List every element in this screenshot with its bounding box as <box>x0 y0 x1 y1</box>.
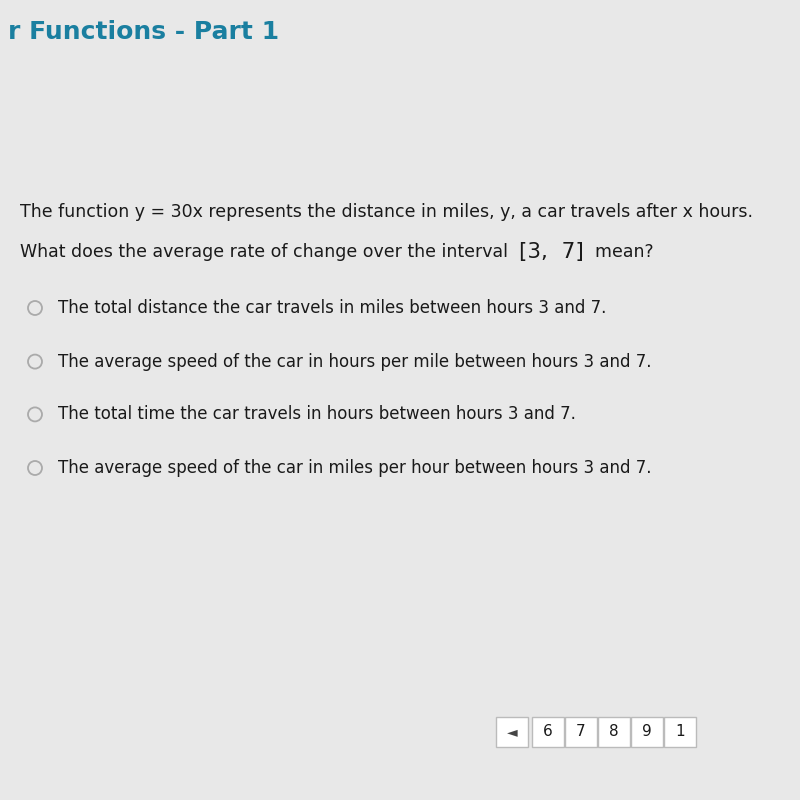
Text: ◄: ◄ <box>506 725 518 739</box>
Text: 7: 7 <box>576 725 586 739</box>
Text: 8: 8 <box>609 725 619 739</box>
FancyBboxPatch shape <box>565 717 597 747</box>
FancyBboxPatch shape <box>532 717 564 747</box>
Text: The total time the car travels in hours between hours 3 and 7.: The total time the car travels in hours … <box>58 406 576 423</box>
Text: The average speed of the car in hours per mile between hours 3 and 7.: The average speed of the car in hours pe… <box>58 353 651 370</box>
Text: What does the average rate of change over the interval: What does the average rate of change ove… <box>20 243 519 261</box>
Text: 9: 9 <box>642 725 652 739</box>
Text: r Functions - Part 1: r Functions - Part 1 <box>8 20 279 44</box>
Text: mean?: mean? <box>584 243 654 261</box>
Text: [3,  7]: [3, 7] <box>519 242 584 262</box>
Text: The total distance the car travels in miles between hours 3 and 7.: The total distance the car travels in mi… <box>58 299 606 317</box>
Text: The function y = 30x represents the distance in miles, y, a car travels after x : The function y = 30x represents the dist… <box>20 203 753 221</box>
FancyBboxPatch shape <box>631 717 663 747</box>
FancyBboxPatch shape <box>664 717 696 747</box>
FancyBboxPatch shape <box>598 717 630 747</box>
Text: The average speed of the car in miles per hour between hours 3 and 7.: The average speed of the car in miles pe… <box>58 459 651 477</box>
FancyBboxPatch shape <box>496 717 528 747</box>
Text: 1: 1 <box>675 725 685 739</box>
Text: 6: 6 <box>543 725 553 739</box>
